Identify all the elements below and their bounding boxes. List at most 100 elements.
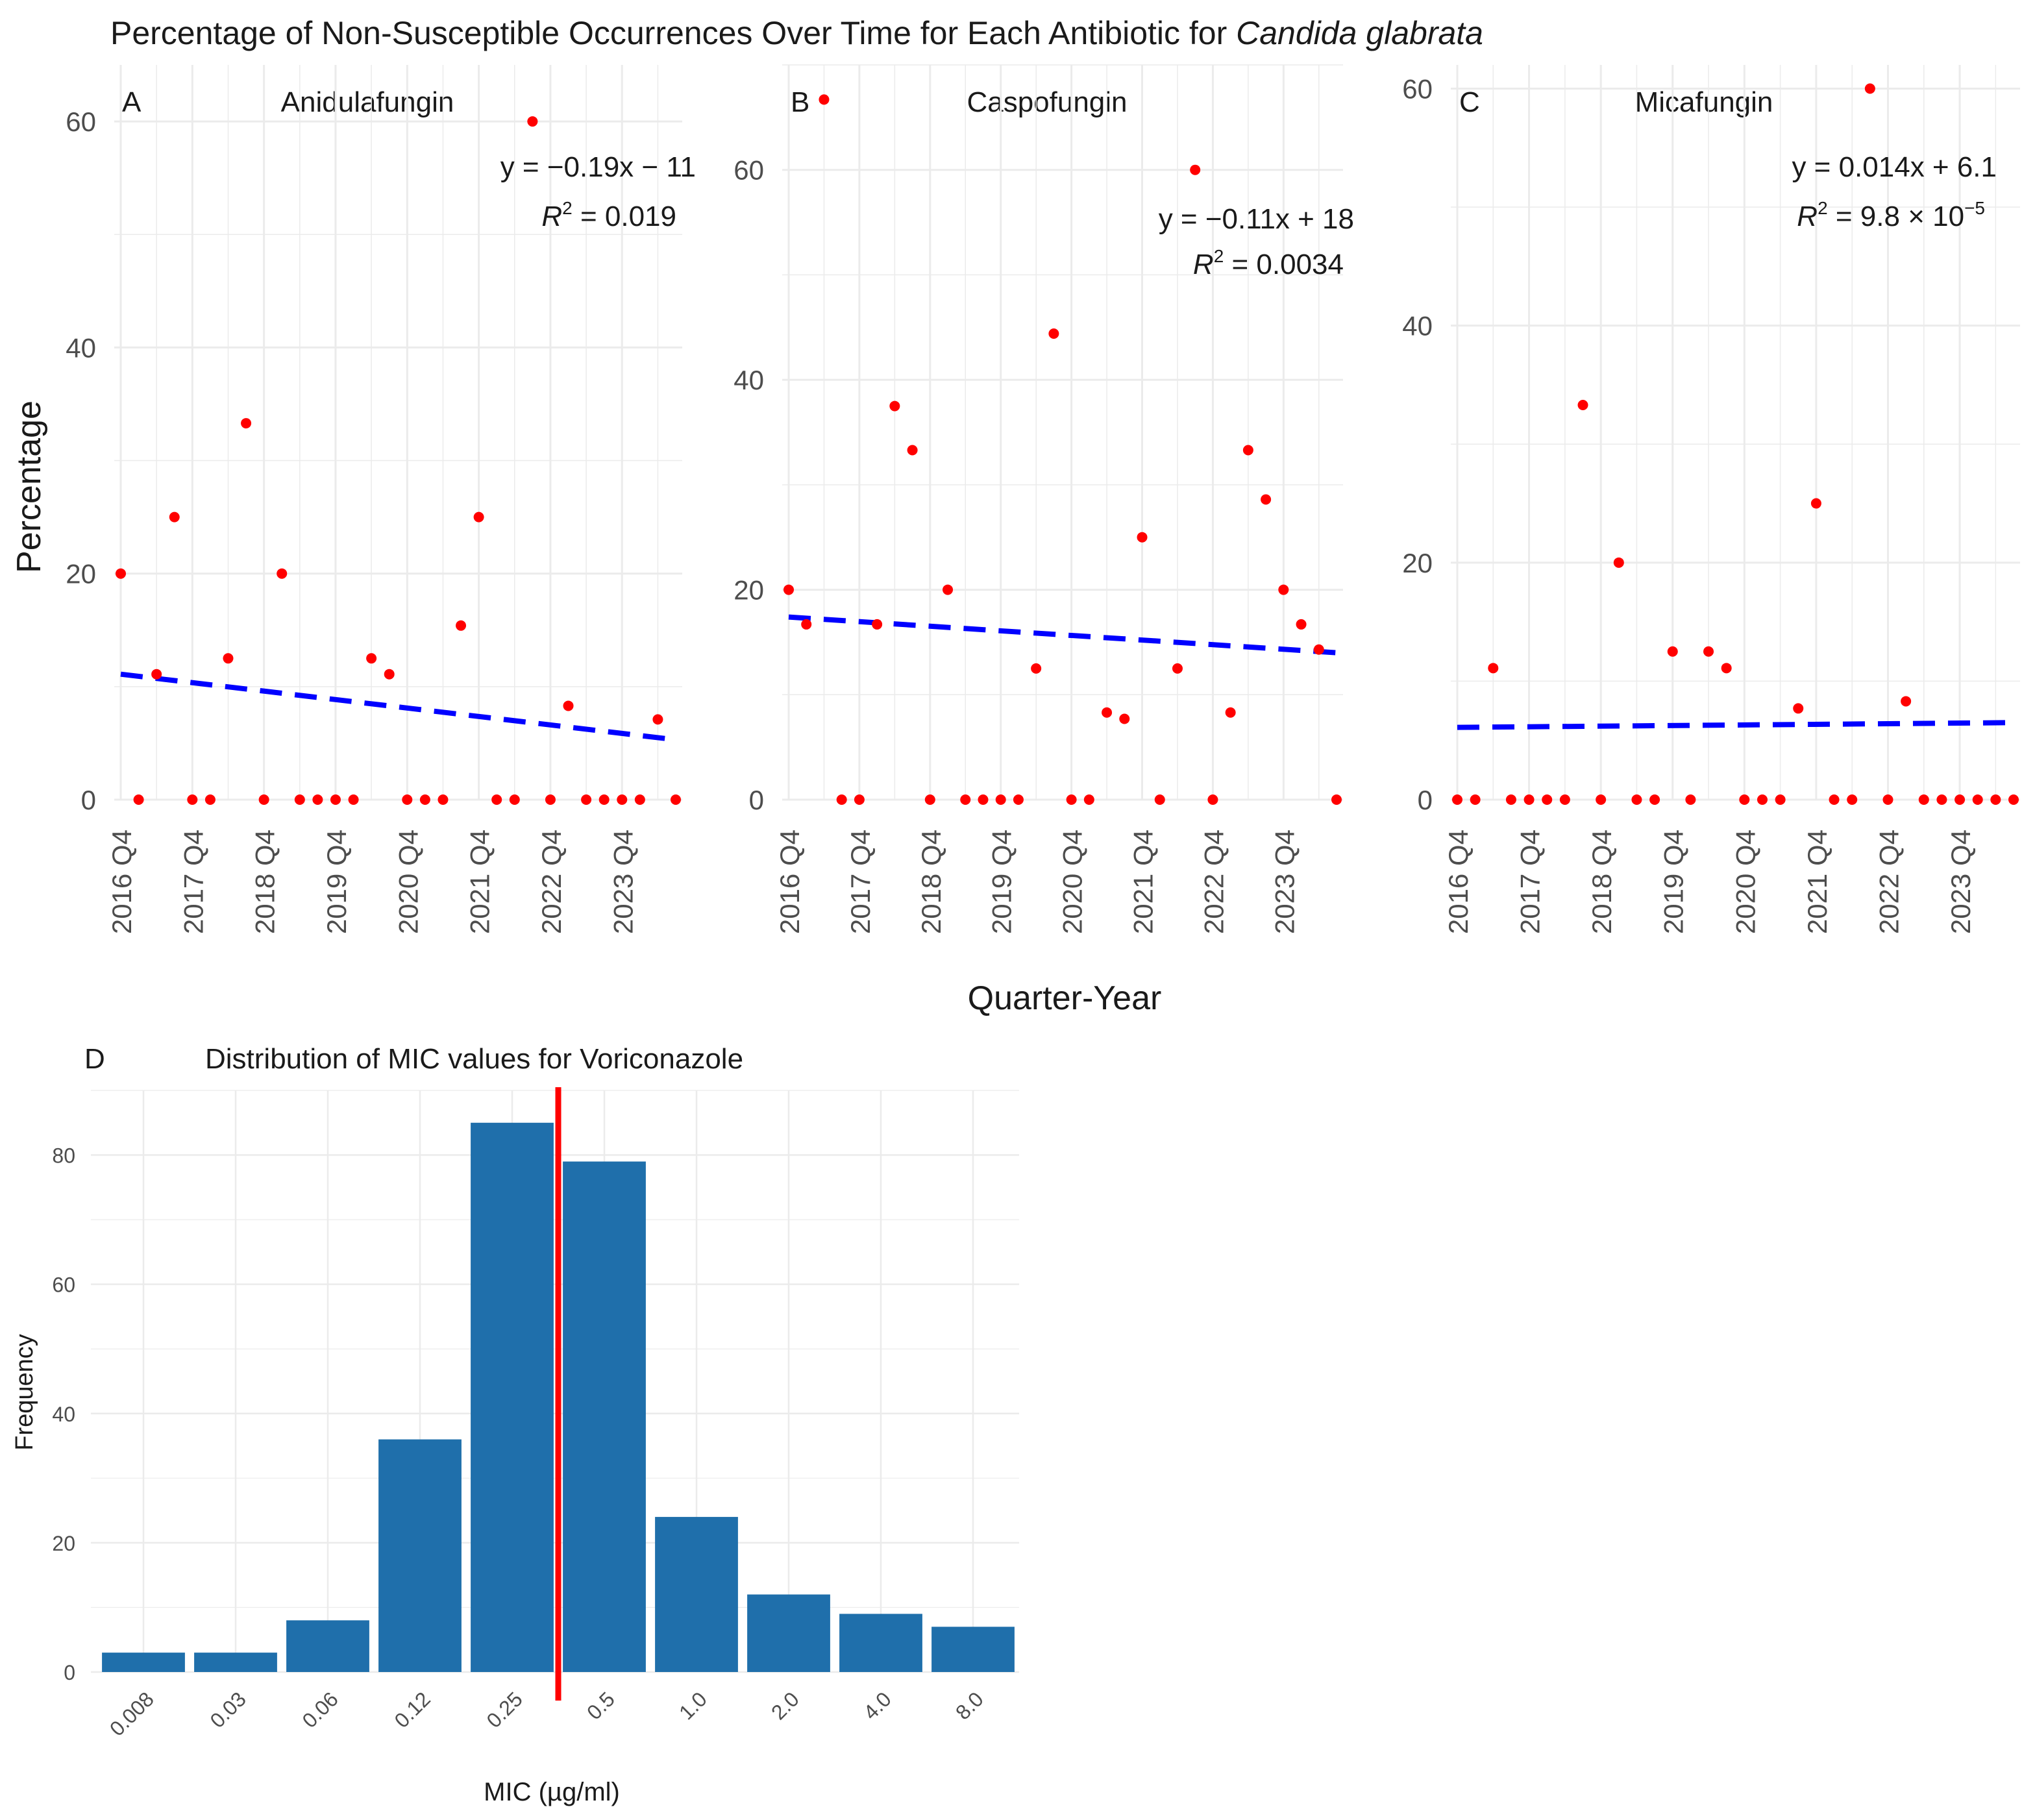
- panel-d-bar: [563, 1161, 646, 1672]
- panel-c-x-ticks: 2016 Q4 2017 Q4 2018 Q4 2019 Q4 2020 Q4 2021 …: [1443, 830, 1976, 934]
- panel-a-x-tick-label: 2016 Q4: [106, 830, 137, 934]
- panel-b-data-point: [783, 584, 794, 595]
- panel-a-data-point: [419, 794, 430, 805]
- panel-b-trend: [788, 614, 1337, 656]
- panel-c-data-point: [1667, 646, 1678, 657]
- panel-d-x-tick-label: 0.5: [582, 1687, 619, 1724]
- panel-a-data-point: [169, 511, 180, 523]
- panel-b-x-tick-label: 2019 Q4: [987, 830, 1017, 934]
- panel-a-data-point: [563, 700, 574, 711]
- panel-a-data-point: [598, 794, 610, 805]
- panel-b-letter: B: [791, 86, 809, 118]
- panel-d-bar: [286, 1620, 369, 1672]
- panel-b-grid: [782, 64, 1343, 801]
- panel-b-r2: R2 = 0.0034: [1193, 246, 1344, 280]
- panel-d-bar: [747, 1594, 830, 1672]
- panel-c-data-point: [1901, 696, 1912, 707]
- panel-b-data-point: [924, 794, 935, 805]
- panel-b-data-point: [1083, 794, 1094, 805]
- panel-c-data-point: [1505, 794, 1516, 805]
- panel-a-y-tick-label: 60: [66, 106, 96, 137]
- panel-b-x-ticks: 2016 Q4 2017 Q4 2018 Q4 2019 Q4 2020 Q4 2021 …: [774, 830, 1300, 934]
- panel-c-trend-line: [1457, 720, 2014, 730]
- figure-title: Percentage of Non-Susceptible Occurrence…: [110, 15, 1483, 51]
- panel-d-bar: [378, 1439, 462, 1672]
- panel-b-data-point: [907, 445, 918, 456]
- panel-a-data-point: [151, 669, 162, 680]
- panel-c-data-point: [1488, 663, 1499, 674]
- panel-c-x-tick-label: 2019 Q4: [1659, 830, 1689, 934]
- panel-a-data-point: [294, 794, 305, 805]
- shared-ylabel: Percentage: [10, 400, 48, 573]
- panel-d-ylabel: Frequency: [11, 1334, 38, 1451]
- panel-a-data-point: [617, 794, 628, 805]
- panel-a-letter: A: [122, 86, 142, 118]
- panel-a-data-point: [312, 794, 323, 805]
- panel-a-x-tick-label: 2019 Q4: [321, 830, 352, 934]
- panel-a-x-tick-label: 2018 Q4: [250, 830, 280, 934]
- panel-c-data-point: [1721, 663, 1732, 674]
- panel-b-data-point: [1296, 619, 1307, 630]
- panel-c-data-point: [1757, 794, 1768, 805]
- panel-c-data-point: [1936, 794, 1947, 805]
- panel-a-y-tick-label: 40: [66, 332, 96, 363]
- panel-b-equation: y = −0.11x + 18: [1159, 203, 1354, 235]
- panel-c-letter: C: [1459, 86, 1480, 118]
- panel-a-x-tick-label: 2022 Q4: [536, 830, 567, 934]
- panel-a-x-ticks: 2016 Q4 2017 Q4 2018 Q4 2019 Q4 2020 Q4 2021 …: [106, 830, 638, 934]
- panel-d-x-tick-label: 0.03: [205, 1687, 250, 1732]
- panel-a-data-point: [491, 794, 502, 805]
- panel-a-data-point: [187, 794, 198, 805]
- panel-c-data-point: [1739, 794, 1750, 805]
- panel-b-data-point: [819, 94, 830, 105]
- panel-a-data-point: [652, 714, 663, 725]
- panel-b-y-tick-label: 60: [734, 155, 764, 186]
- panel-d-x-tick-label: 0.12: [389, 1687, 434, 1732]
- panel-b-data-point: [1313, 644, 1324, 655]
- panel-b-x-tick-label: 2018 Q4: [916, 830, 946, 934]
- panel-c-y-tick-label: 60: [1402, 74, 1433, 105]
- panel-c-data-point: [1685, 794, 1696, 805]
- panel-b-data-point: [1242, 445, 1253, 456]
- panel-a-data-point: [438, 794, 449, 805]
- panel-a-x-tick-label: 2023 Q4: [608, 830, 638, 934]
- panel-c-data-point: [1703, 646, 1714, 657]
- panel-d-bar: [931, 1627, 1015, 1672]
- panel-d-xlabel: MIC (µg/ml): [484, 1778, 620, 1806]
- panel-a-data-point: [330, 794, 341, 805]
- panel-b-x-tick-label: 2023 Q4: [1269, 830, 1300, 934]
- panel-a-data-point: [204, 794, 216, 805]
- panel-b-y-tick-label: 20: [734, 575, 764, 606]
- panel-b-data-point: [978, 794, 989, 805]
- panel-d-y-tick-label: 60: [52, 1273, 75, 1297]
- panel-b-x-tick-label: 2017 Q4: [845, 830, 876, 934]
- panel-c-y-tick-label: 0: [1418, 785, 1433, 815]
- panel-b-data-point: [854, 794, 865, 805]
- panel-b-x-tick-label: 2022 Q4: [1198, 830, 1229, 934]
- panel-b-data-point: [1119, 713, 1130, 724]
- panel-c: C Micafungin 0 20 40 60 2016 Q4 2017 Q4 2018 …: [1402, 65, 2020, 934]
- panel-d-bar: [102, 1653, 185, 1672]
- panel-a-data-point: [366, 653, 377, 664]
- panel-d-y-ticks: 0 20 40 60 80: [52, 1144, 75, 1684]
- panel-b-data-point: [1066, 794, 1077, 805]
- panel-a-data-point: [527, 116, 538, 127]
- panel-d-x-tick-label: 2.0: [767, 1687, 804, 1724]
- panel-d-y-tick-label: 0: [64, 1661, 75, 1684]
- panel-b-data-point: [1190, 164, 1201, 175]
- panel-d-x-ticks: 0.008 0.03 0.06 0.12 0.25 0.5 1.0 2.0 4.0 8.0: [105, 1687, 988, 1740]
- panel-a-r2: R2 = 0.019: [541, 198, 676, 232]
- panel-a-data-point: [402, 794, 413, 805]
- panel-b-data-point: [1331, 794, 1342, 805]
- panel-d: D Distribution of MIC values for Voricon…: [11, 1043, 1019, 1806]
- panel-d-bar: [194, 1653, 277, 1672]
- panel-b-data-point: [889, 400, 900, 412]
- panel-d-x-tick-label: 8.0: [951, 1687, 988, 1724]
- panel-a-data-point: [456, 620, 467, 631]
- panel-d-x-tick-label: 0.06: [297, 1687, 342, 1732]
- panel-a-trend: [120, 671, 676, 743]
- panel-c-y-tick-label: 40: [1402, 311, 1433, 341]
- panel-b-data-point: [960, 794, 971, 805]
- panel-a-x-tick-label: 2020 Q4: [393, 830, 423, 934]
